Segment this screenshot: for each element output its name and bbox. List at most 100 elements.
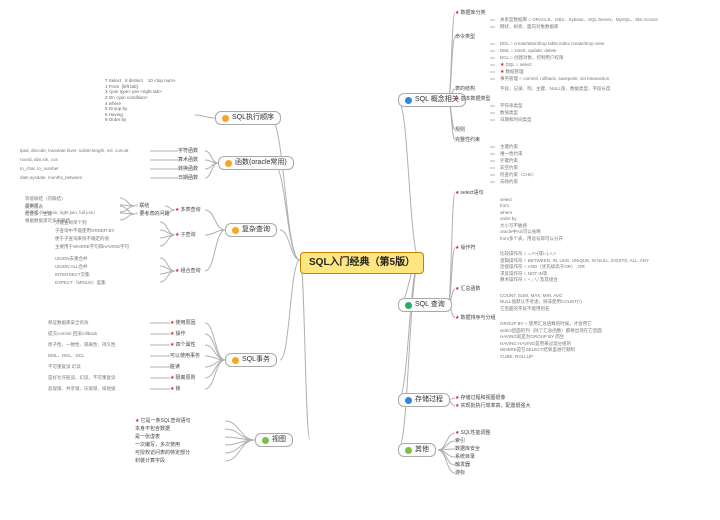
leaf: 字符函数 [178,148,198,154]
leaf: 便于子查询来找不确定的值 [55,236,109,241]
leaf: 求反操作符 ○ NOT IN等 [500,271,547,276]
main-trans[interactable]: SQL事务 [225,353,277,367]
leaf: DML ○ insert, update, delete [500,48,557,53]
leaf: round, abs,sin, cos [20,157,58,162]
leaf: 数值类型 [500,110,518,115]
main-func[interactable]: 函数(oracle常用) [218,156,294,170]
leaf: 使用基表 [25,204,43,209]
leaf: UNION去重合并 [55,256,88,261]
leaf: 数据库安全 [455,446,480,452]
main-cquery[interactable]: 复杂查询 [225,223,277,237]
leaf: 主要用于WHERE字句和HAVING字句 [55,244,129,249]
leaf: 转换函数 [178,166,198,172]
leaf: 日期和时间类型 [500,117,532,122]
leaf: 基本数据类型 [455,96,491,102]
leaf: from多个表，用逗号即可以分开 [500,236,563,241]
leaf: WHERE是在SELECT结果里进行限制 [500,347,575,352]
leaf: 操作符 [455,245,476,251]
leaf: 是一张虚表 [135,434,160,440]
leaf: 脏读 [170,364,180,370]
leaf: 数据排序与分组 [455,315,496,321]
leaf: 游标 [455,470,465,476]
leaf: 是好允许脏读、幻读，不可重复读 [48,375,116,380]
leaf: 字符串类型 [500,103,523,108]
leaf: 算术函数 [178,157,198,163]
leaf: 存储过程和视图很像 [455,395,506,401]
leaf: DCL ○ 创建对象，控制用户权限 [500,55,564,60]
leaf: 事务管理 ○ commit, rollback, savepoint, set … [500,76,609,81]
leaf: 可授权访问表的特定部分 [135,450,190,456]
leaf: 完整性约束 [455,137,480,143]
leaf: 子查询中不能使用ORDER BY [55,228,115,233]
leaf: 日期函数 [178,175,198,181]
leaf: 规则 [455,127,465,133]
leaf: lpad, decode, translate,lover, substr,le… [20,148,128,153]
leaf: NULL值默认不考虑，除非使用COUNT(*) [500,299,582,304]
leaf: 索引 [455,438,465,444]
leaf: 子查询 [175,232,196,238]
leaf: 操作 [170,331,186,337]
leaf: 本身不包含数据 [135,426,170,432]
leaf: 它后面的字段不能用别名 [500,306,550,311]
leaf: to_char, to_number [20,166,59,171]
mindmap: SQL入门经典（第5版） SQL执行顺序函数(oracle常用) 复杂查询 SQL事… [0,0,720,520]
leaf: 去除约束 [500,179,518,184]
exec-block: 7 Select 8 distinct 10 <top num> 1 From … [105,78,215,123]
leaf: 连接操作符 ○ AND（优先级高于OR）, OR [500,264,585,269]
leaf: 等值联结（内联结） [25,196,66,201]
leaf: 系统目录 [455,454,475,460]
leaf: order by [500,216,517,221]
leaf: 大小写不敏感 [500,223,527,228]
main-query[interactable]: SQL 查询 [398,298,452,312]
leaf: 锁 [170,386,181,392]
leaf: 算术操作符 ○ +,-,*,/ 及其组合 [500,277,558,282]
leaf: 关系型数据库 ○ ORACLE、DB2、Sybase、SQL Server、My… [500,17,658,22]
leaf: 表的结构 [455,86,475,92]
leaf: 数据库分类 [455,10,486,16]
leaf: 唯一性约束 [500,151,523,156]
leaf: 隔离原则 [170,375,196,381]
leaf: ○ 要考虑的问题 [135,211,169,217]
leaf: 触发器 [455,462,470,468]
main-view[interactable]: 视图 [255,433,293,447]
leaf: oracle中AS可以省略 [500,229,541,234]
leaf: 结合多个主键 [25,211,52,216]
root-node[interactable]: SQL入门经典（第5版） [300,252,424,274]
leaf: CUBE, ROLLUP [500,354,533,359]
leaf: 逻辑操作符 ○ BETWEEN, IN, LIKE, UNIQUE, IS NU… [500,258,649,263]
leaf: GROUP BY ○ 使用汇总函数的时候，才会用它 [500,321,592,326]
leaf: 悲观锁、共享锁、乐观锁、排他锁 [48,386,116,391]
main-exec[interactable]: SQL执行顺序 [215,111,281,125]
leaf: 使用原因 [170,320,196,326]
leaf: 汇总函数 [455,286,481,292]
leaf: 命令类型 [455,34,475,40]
leaf: 封装计算字段 [135,458,165,464]
leaf: DDL ○ create/alter/drop table,index crea… [500,41,604,46]
leaf: HAVING就是为GROUP BY 而生 [500,334,564,339]
leaf: 字段、记录、列、主键、NULL值、数据类型、字段长度 [500,86,611,91]
leaf: HAVING HAVING是用来过滤分组的 [500,341,571,346]
leaf: DQL ○ select [500,62,532,68]
leaf: 提交commit 回滚rollback [48,331,97,336]
leaf: 只能查询单个列 [55,220,87,225]
main-other[interactable]: 其他 [398,443,436,457]
leaf: 四个属性 [170,342,196,348]
leaf: 网状、树状、面向对象数据库 [500,24,559,29]
leaf: select [500,197,512,202]
leaf: 主键约束 [500,144,518,149]
leaf: UNION ALL合并 [55,264,88,269]
leaf: COUNT, SUM, MAX, MIN, AVG [500,293,562,298]
leaf: 组合查询 [175,268,201,274]
leaf: 非空约束 [500,165,518,170]
leaf: 保证数据库安全有效 [48,320,89,325]
leaf: INTERSECT交集 [55,272,90,277]
leaf: DML、DDL、DCL [48,353,85,358]
leaf: 多表查询 [175,207,201,213]
leaf: 可以使用事务 [170,353,200,359]
leaf: 数据管理 [500,69,523,75]
leaf: 不可重复读 幻读 [48,364,81,369]
leaf: 比较操作符 ○ =,<>(或!=),<,> [500,251,556,256]
main-proc[interactable]: 存储过程 [398,393,450,407]
leaf: 外键约束 [500,158,518,163]
leaf: ○ 联结 [135,203,149,209]
